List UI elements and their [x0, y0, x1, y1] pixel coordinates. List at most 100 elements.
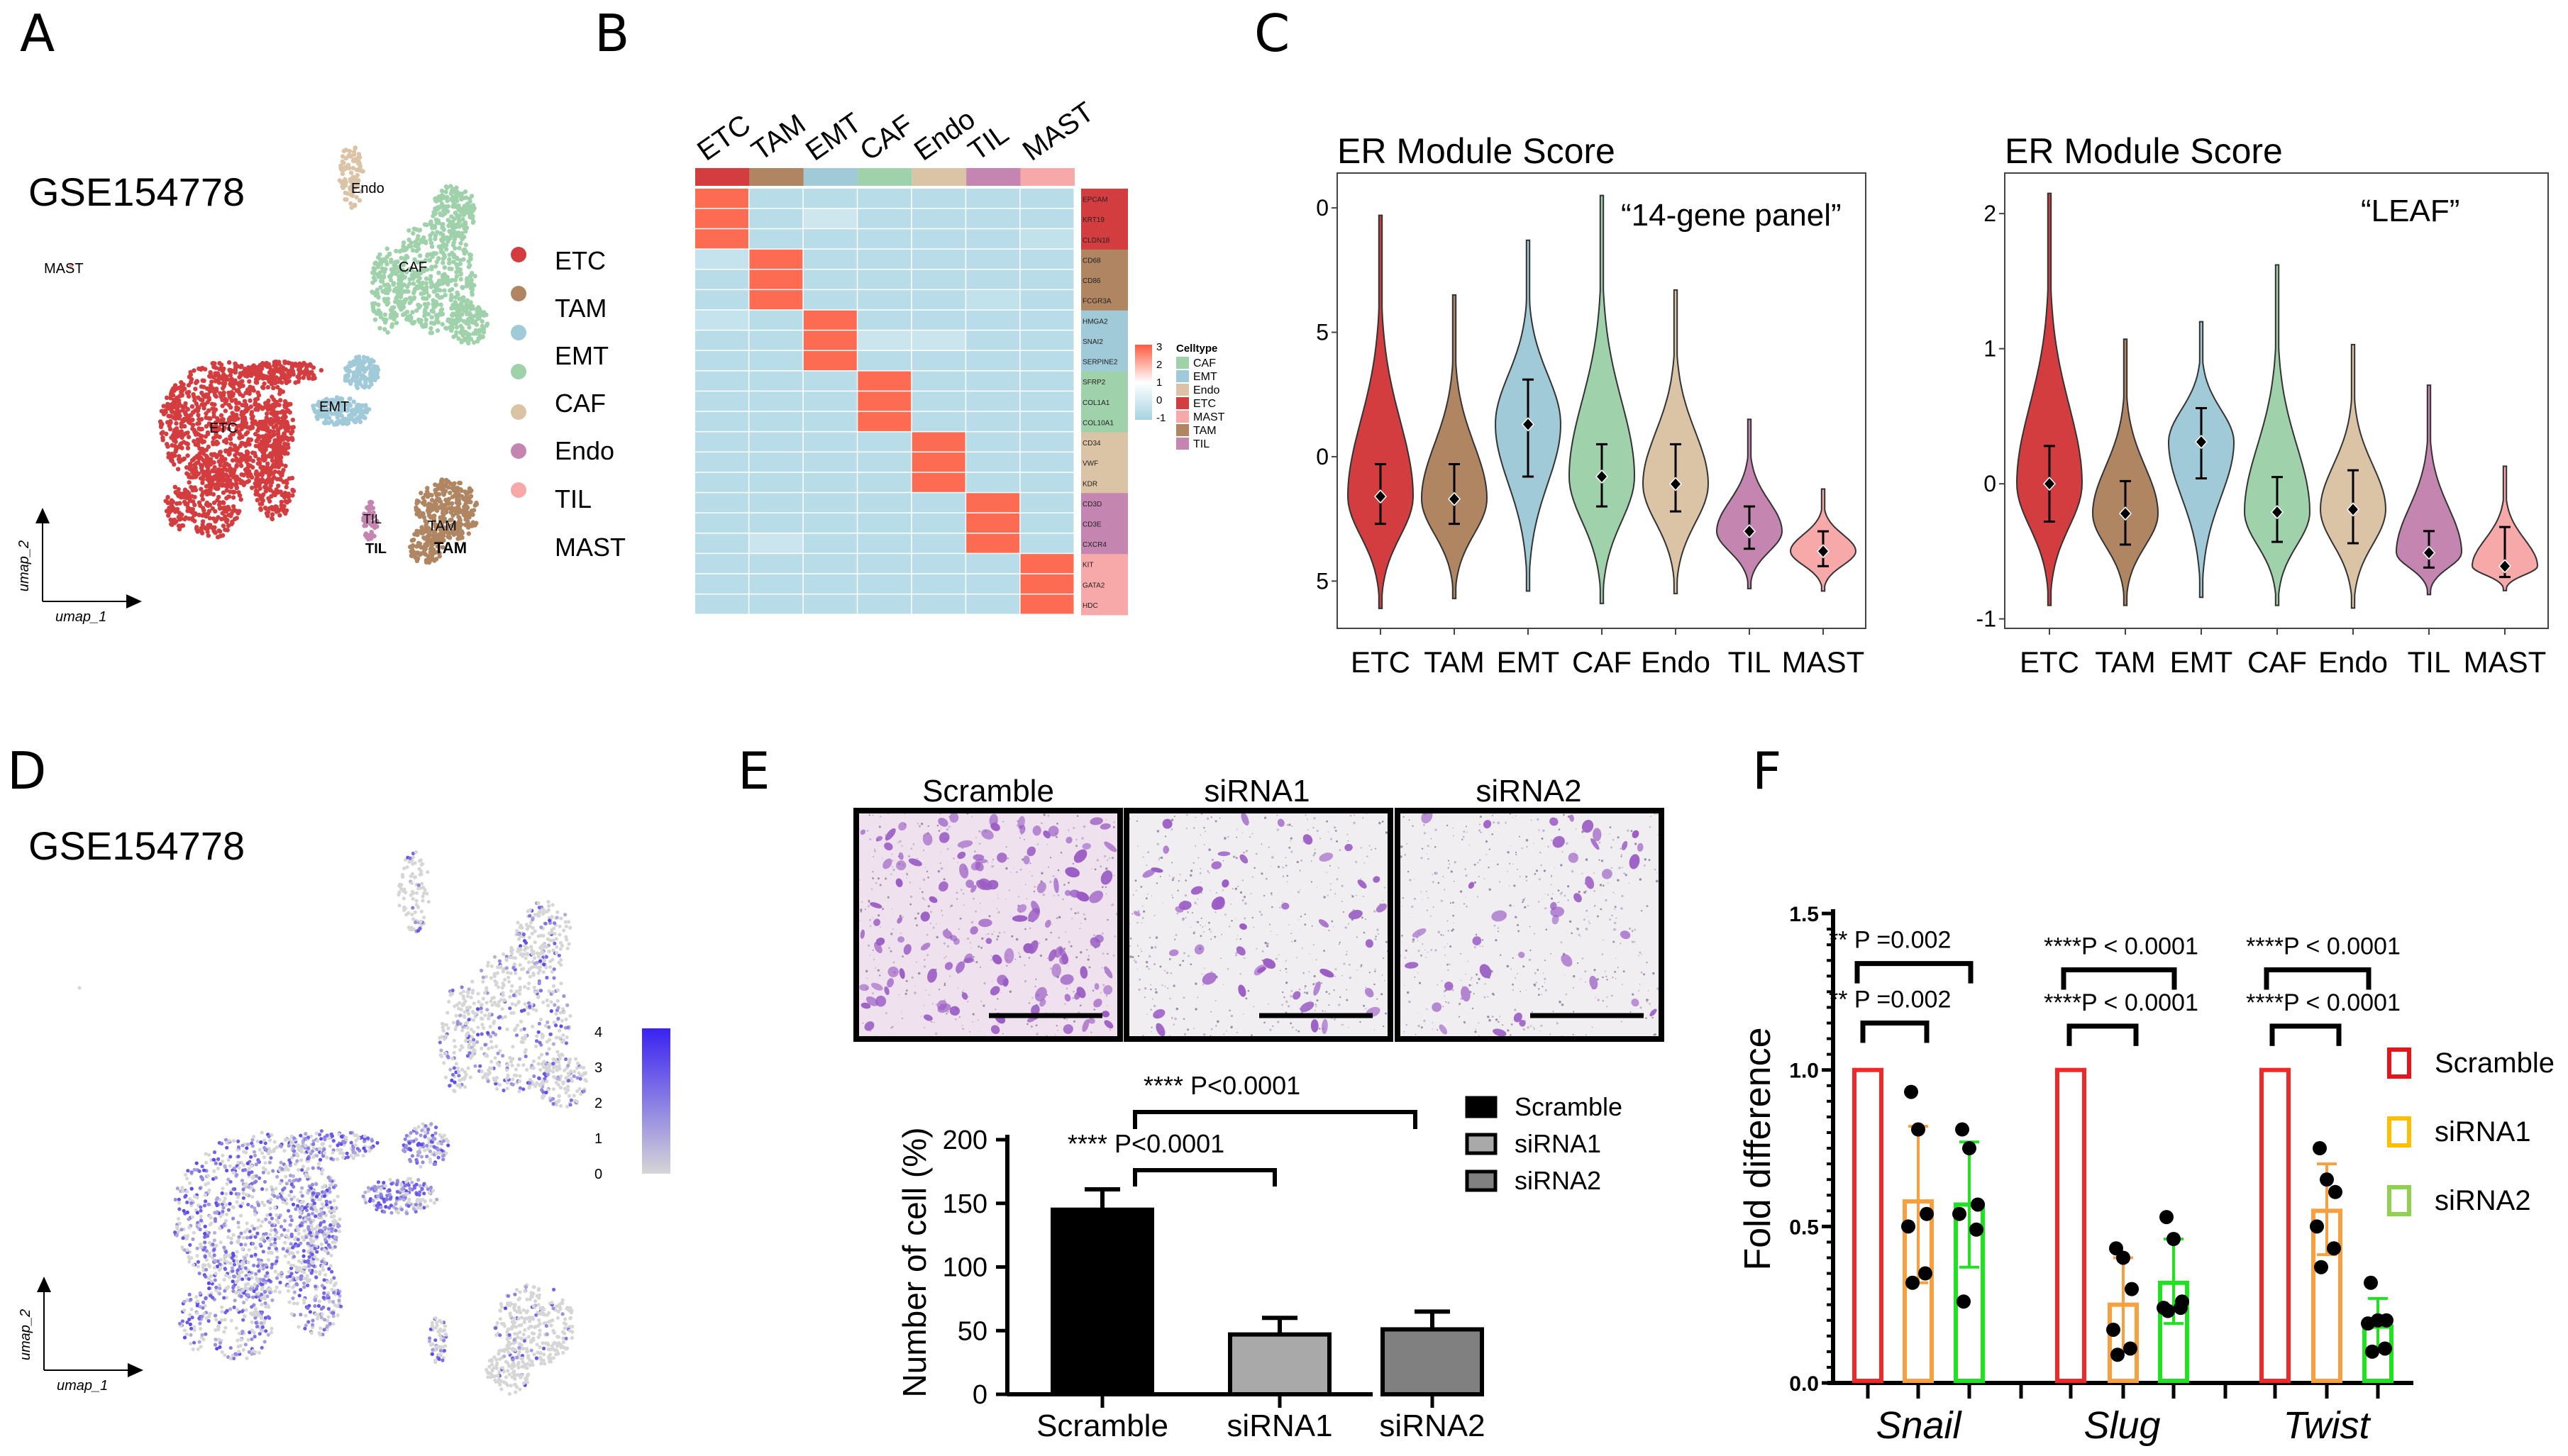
cell-point — [206, 1281, 211, 1285]
cell-point — [212, 1247, 216, 1252]
cell-point — [228, 372, 233, 378]
cell-point — [293, 361, 298, 367]
cell-point — [231, 475, 236, 480]
heatmap-cell — [803, 533, 857, 553]
cell-point — [436, 499, 442, 504]
cell-point — [428, 221, 433, 226]
cell-point — [328, 1178, 332, 1182]
cell-point — [173, 509, 178, 514]
cell-point — [265, 513, 270, 518]
cell-point — [340, 421, 345, 426]
cell-point — [202, 1168, 206, 1172]
cell-point — [315, 416, 320, 421]
cell-point — [182, 491, 187, 496]
cell-point — [193, 387, 198, 391]
cell-point — [267, 1238, 272, 1243]
cell-point — [429, 265, 434, 269]
cluster-label: TIL — [363, 512, 382, 526]
cell-point — [289, 1263, 294, 1267]
cell-point — [229, 1191, 233, 1196]
cell-point — [253, 1153, 258, 1157]
heatmap-cell — [803, 432, 857, 452]
cell-point — [172, 462, 177, 467]
cell-point — [212, 1169, 216, 1173]
legend-label: ETC — [1193, 398, 1216, 410]
cell-point — [165, 395, 170, 400]
cell-point — [304, 1313, 308, 1318]
cell-point — [257, 1160, 261, 1164]
cell-point — [196, 1260, 200, 1264]
heatmap-cell — [749, 290, 803, 310]
cell-point — [480, 334, 485, 340]
cell-point — [210, 478, 216, 483]
panel-label-e: E — [738, 741, 770, 801]
heatmap-cell — [858, 411, 912, 431]
cell-point — [211, 460, 216, 465]
cell-point — [255, 380, 260, 385]
cell-point — [208, 383, 214, 388]
cell-point — [206, 416, 211, 421]
cell-point — [245, 1282, 250, 1286]
cell-point — [208, 1214, 212, 1218]
cell-point — [268, 416, 274, 422]
cell-point — [302, 1301, 306, 1305]
cell-point — [272, 1194, 277, 1198]
cell-point — [204, 424, 209, 429]
cell-point — [296, 1250, 300, 1255]
cell-point — [218, 1262, 222, 1267]
cell-point — [466, 211, 472, 216]
cell-point — [199, 530, 205, 535]
cell-point — [206, 1202, 211, 1206]
cell-point — [175, 1225, 179, 1229]
cell-point — [299, 1150, 304, 1154]
cell-point — [465, 282, 471, 287]
cell-point — [173, 414, 179, 419]
cell-point — [216, 380, 221, 385]
cell-point — [227, 367, 232, 372]
cell-point — [211, 516, 216, 521]
cell-point — [224, 421, 230, 426]
cell-point — [182, 516, 187, 522]
cell-point — [185, 1234, 190, 1238]
cell-point — [264, 428, 270, 433]
cell-point — [335, 1157, 340, 1162]
cell-point — [276, 465, 281, 469]
cell-point — [424, 317, 429, 323]
cell-point — [189, 1187, 194, 1191]
cell-point — [220, 1350, 224, 1354]
cell-point — [272, 469, 277, 474]
heatmap-cell — [695, 411, 748, 431]
cell-point — [204, 456, 210, 462]
cell-point — [221, 490, 226, 495]
cell-point — [222, 1330, 226, 1334]
cell-point — [239, 1338, 243, 1342]
cell-point — [469, 317, 475, 323]
cell-point — [188, 379, 194, 385]
cell-point — [204, 1274, 208, 1279]
cell-point — [272, 1244, 277, 1248]
cell-point — [460, 285, 465, 291]
cell-point — [377, 326, 382, 330]
cell-point — [389, 322, 395, 327]
cell-point — [226, 426, 231, 431]
cell-point — [215, 371, 221, 376]
cell-point — [250, 485, 255, 490]
gene-label: CD3E — [1083, 521, 1102, 529]
cell-point — [287, 373, 292, 379]
cell-point — [204, 1182, 208, 1187]
cell-point — [455, 290, 460, 295]
cell-point — [415, 499, 420, 504]
cell-point — [277, 402, 282, 408]
cell-point — [457, 245, 462, 250]
cell-point — [297, 361, 302, 366]
cell-point — [211, 1296, 215, 1300]
heatmap-cell — [966, 432, 1020, 452]
cell-point — [253, 1180, 257, 1184]
cell-point — [253, 1252, 258, 1257]
cell-point — [237, 1290, 242, 1294]
heatmap-cell — [1020, 411, 1074, 431]
cluster-label: Endo — [351, 181, 384, 196]
cell-point — [270, 1326, 274, 1330]
cell-point — [321, 1267, 326, 1272]
cell-point — [424, 304, 429, 310]
